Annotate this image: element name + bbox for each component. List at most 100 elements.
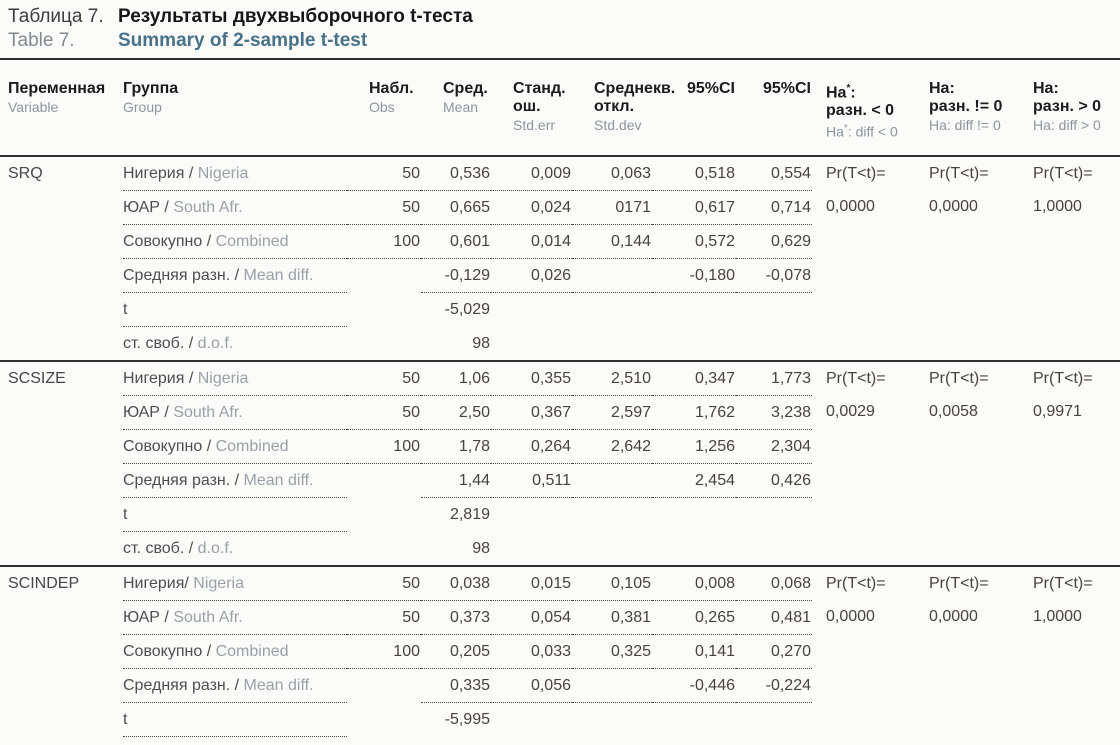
table-row: ст. своб. / d.o.f. 98 [0,531,1120,566]
ha-diff-lt-cell: Pr(T<t)= 0,0000 [826,164,886,215]
obs-cell [347,531,421,566]
mean-cell: 0,335 [421,668,491,703]
stddev-cell: 2,597 [572,395,652,430]
group-cell: t [123,702,347,737]
stderr-cell: 0,367 [491,395,572,430]
variable-cell: SCINDEP [8,574,80,592]
obs-cell [347,736,421,745]
ci-lower-cell: 0,141 [652,634,736,669]
ci-lower-cell [652,292,736,326]
header-ci-upper: 95%CI [762,80,811,97]
ci-lower-cell: 1,256 [652,429,736,464]
t-test-table: Переменная Variable Группа Group Набл. O… [0,58,1120,745]
stderr-cell [491,497,572,531]
mean-cell: 0,373 [421,600,491,635]
ci-lower-cell: -0,446 [652,668,736,703]
group-cell: ЮАР / South Afr. [123,600,347,635]
ci-lower-cell [652,736,736,745]
mean-cell: 2,819 [449,506,490,524]
stddev-cell [572,702,652,736]
table-row: ЮАР / South Afr. 50 0,373 0,054 0,381 0,… [0,600,1120,635]
obs-cell: 50 [347,190,421,225]
table-row: ст. своб. / d.o.f. 98 [0,326,1120,361]
group-cell: Совокупно / Combined [123,634,347,669]
obs-cell: 50 [347,565,421,601]
group-cell: Средняя разн. / Mean diff. [123,668,347,703]
mean-cell: 0,536 [421,155,491,191]
table-header: Переменная Variable Группа Group Набл. O… [0,59,1120,156]
table-row: t -5,029 [0,292,1120,327]
stderr-cell: 0,355 [491,360,572,396]
obs-cell: 100 [347,429,421,464]
mean-cell: 0,038 [421,565,491,601]
table-row: Средняя разн. / Mean diff. 0,335 0,056 -… [0,668,1120,703]
obs-cell: 100 [347,634,421,669]
variable-cell: SCSIZE [8,369,66,387]
caption-en-label: Table 7. [8,30,75,51]
ci-upper-cell [736,326,812,361]
caption-ru-title: Результаты двухвыборочного t-теста [118,6,473,27]
stderr-cell: 0,009 [491,155,572,191]
header-ha-diff-ne: Ha: разн. != 0 Ha: diff != 0 [929,80,1003,133]
ci-upper-cell [736,702,812,736]
header-mean: Сред. Mean [443,80,488,115]
stddev-cell [572,497,652,531]
ci-upper-cell [736,736,812,745]
obs-cell [347,668,421,702]
variable-cell: SRQ [8,164,43,182]
ci-lower-cell: 1,762 [652,395,736,430]
ha-diff-ne-cell: Pr(T<t)= 0,0000 [929,574,989,625]
ci-upper-cell: -0,224 [736,668,812,703]
variable-block-scindep: SCINDEP Нигерия/ Nigeria 50 0,038 0,015 … [0,565,1120,745]
obs-cell [347,292,421,326]
ci-lower-cell: 0,347 [652,360,736,396]
ci-upper-cell [736,292,812,326]
stddev-cell: 0171 [572,190,652,225]
mean-cell: -0,129 [421,258,491,293]
table-row: SCSIZE Нигерия / Nigeria 50 1,06 0,355 2… [0,360,1120,420]
caption-en-title: Summary of 2-sample t-test [118,30,368,51]
caption-ru: Таблица 7. Результаты двухвыборочного t-т… [8,5,1120,29]
group-cell: ЮАР / South Afr. [123,190,347,225]
group-cell: Средняя разн. / Mean diff. [123,258,347,293]
ci-upper-cell: 0,426 [736,463,812,498]
mean-cell: 0,601 [421,224,491,259]
table-row: Совокупно / Combined 100 0,601 0,014 0,1… [0,224,1120,259]
stddev-cell: 0,381 [572,600,652,635]
obs-cell [347,702,421,736]
ci-upper-cell: 0,068 [736,565,812,601]
table-row: ЮАР / South Afr. 50 2,50 0,367 2,597 1,7… [0,395,1120,430]
stderr-cell [491,292,572,326]
stderr-cell [491,326,572,361]
ci-lower-cell: 0,518 [652,155,736,191]
ci-lower-cell [652,702,736,736]
group-cell: t [123,497,347,532]
mean-cell: 2,50 [421,395,491,430]
obs-cell: 50 [347,360,421,396]
group-cell: ст. своб. / d.o.f. [123,539,234,557]
header-group: Группа Group [123,80,179,115]
stderr-cell [491,736,572,745]
mean-cell: -5,995 [444,711,490,729]
stddev-cell [572,531,652,566]
stderr-cell: 0,015 [491,565,572,601]
ci-lower-cell [652,326,736,361]
mean-cell: 98 [472,539,490,557]
stderr-cell: 0,033 [491,634,572,669]
header-ci-lower: 95%CI [686,80,735,97]
table-row: ЮАР / South Afr. 50 0,665 0,024 0171 0,6… [0,190,1120,225]
stddev-cell [572,292,652,326]
obs-cell: 100 [347,224,421,259]
stddev-cell [572,326,652,361]
ci-upper-cell [736,497,812,531]
ci-upper-cell: 0,554 [736,155,812,191]
table-row: SCINDEP Нигерия/ Nigeria 50 0,038 0,015 … [0,565,1120,625]
ci-upper-cell: 0,270 [736,634,812,669]
ci-upper-cell: 0,481 [736,600,812,635]
table-row: t -5,995 [0,702,1120,737]
obs-cell: 50 [347,600,421,635]
group-cell: Нигерия/ Nigeria [123,565,347,601]
stddev-cell: 0,063 [572,155,652,191]
stderr-cell: 0,056 [491,668,572,703]
